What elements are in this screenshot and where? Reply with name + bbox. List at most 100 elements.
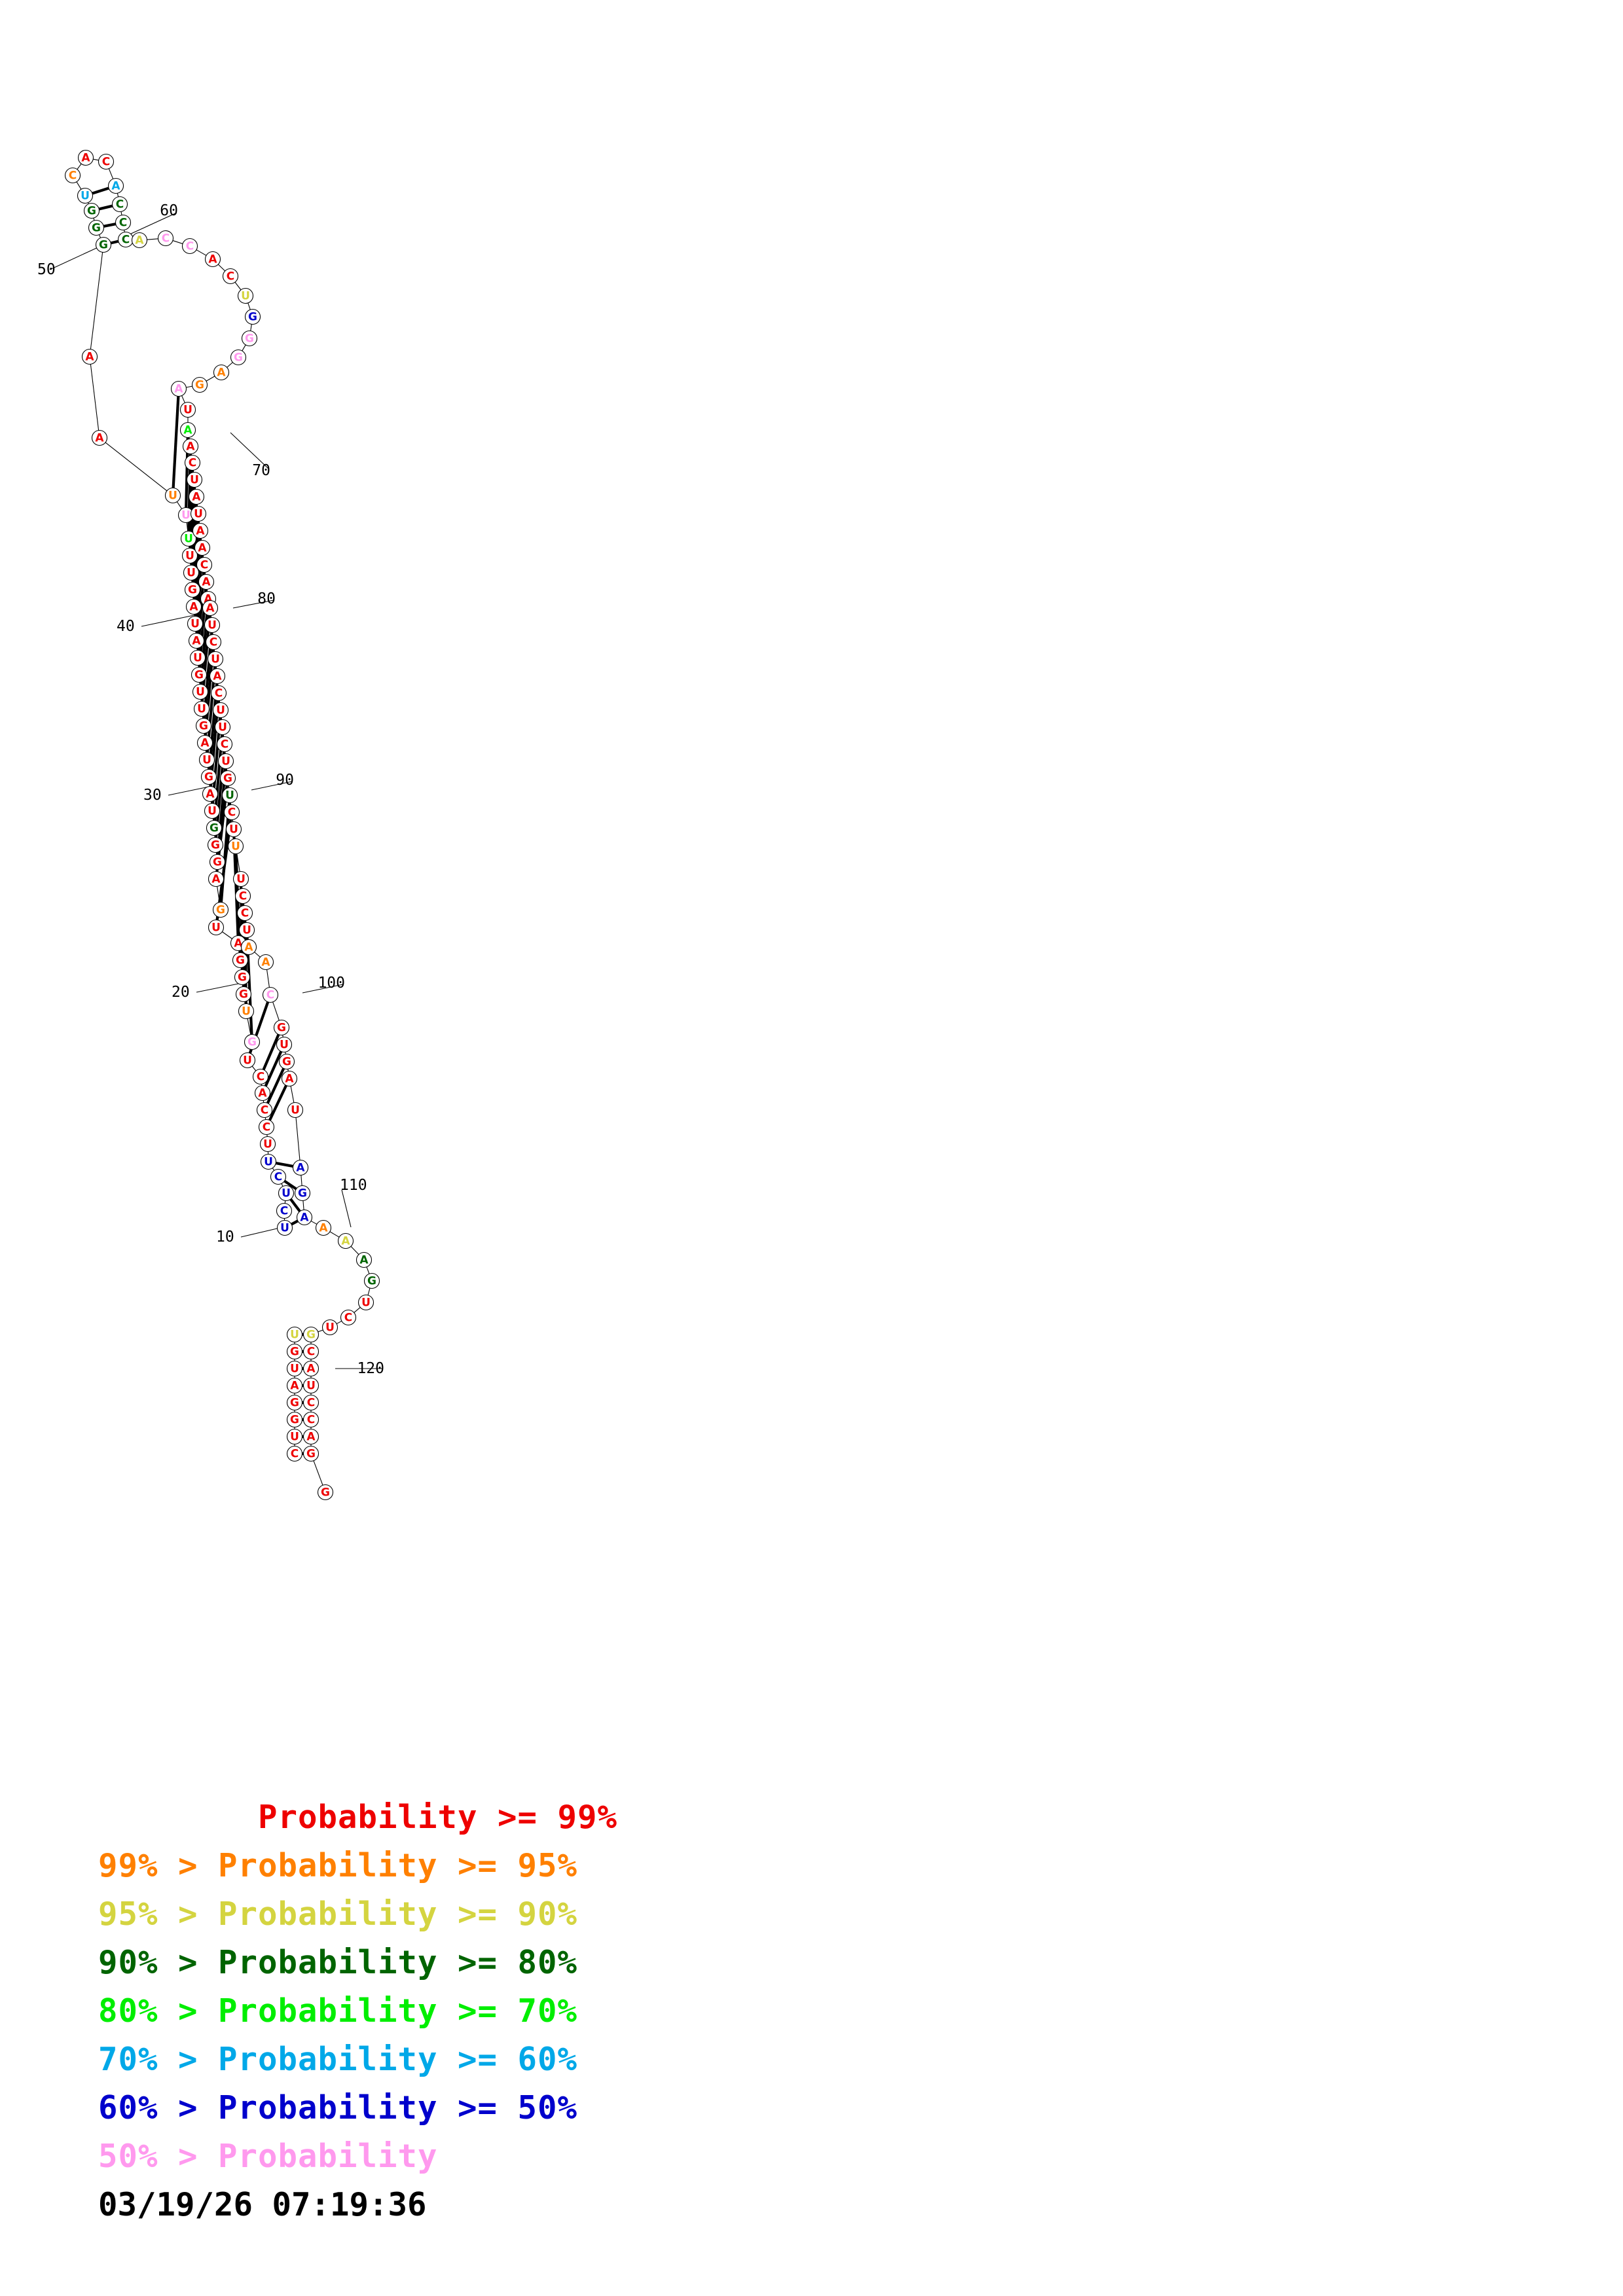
nucleotide-circle[interactable]	[91, 429, 108, 446]
nucleotide-circle[interactable]	[252, 1068, 269, 1085]
nucleotide-circle[interactable]	[207, 836, 224, 853]
nucleotide-circle[interactable]	[217, 753, 234, 770]
nucleotide-circle[interactable]	[179, 401, 196, 418]
nucleotide-circle[interactable]	[234, 969, 251, 986]
nucleotide-circle[interactable]	[77, 187, 94, 204]
nucleotide-circle[interactable]	[157, 230, 174, 247]
nucleotide-circle[interactable]	[302, 1343, 319, 1360]
nucleotide-circle[interactable]	[286, 1445, 303, 1462]
nucleotide-circle[interactable]	[302, 1394, 319, 1411]
nucleotide-circle[interactable]	[170, 380, 187, 397]
nucleotide-circle[interactable]	[286, 1394, 303, 1411]
nucleotide-circle[interactable]	[302, 1377, 319, 1394]
nucleotide-circle[interactable]	[206, 819, 223, 836]
nucleotide-circle[interactable]	[131, 232, 148, 249]
nucleotide-circle[interactable]	[216, 736, 233, 753]
nucleotide-circle[interactable]	[357, 1294, 374, 1311]
nucleotide-circle[interactable]	[281, 1070, 298, 1087]
nucleotide-circle[interactable]	[235, 986, 252, 1003]
nucleotide-circle[interactable]	[193, 700, 210, 717]
nucleotide-circle[interactable]	[321, 1319, 338, 1336]
nucleotide-circle[interactable]	[212, 901, 229, 918]
nucleotide-circle[interactable]	[276, 1036, 293, 1053]
nucleotide-circle[interactable]	[184, 454, 201, 471]
nucleotide-circle[interactable]	[286, 1377, 303, 1394]
nucleotide-circle[interactable]	[356, 1251, 373, 1268]
nucleotide-circle[interactable]	[181, 238, 198, 255]
nucleotide-circle[interactable]	[287, 1102, 304, 1119]
nucleotide-circle[interactable]	[198, 751, 215, 768]
nucleotide-circle[interactable]	[238, 922, 255, 939]
nucleotide-circle[interactable]	[223, 804, 240, 821]
nucleotide-circle[interactable]	[278, 1053, 295, 1070]
nucleotide-circle[interactable]	[286, 1411, 303, 1428]
nucleotide-circle[interactable]	[273, 1019, 290, 1036]
nucleotide-circle[interactable]	[254, 1085, 271, 1102]
nucleotide-circle[interactable]	[227, 838, 244, 855]
nucleotide-circle[interactable]	[240, 939, 257, 956]
nucleotide-circle[interactable]	[260, 1153, 277, 1170]
nucleotide-circle[interactable]	[363, 1272, 380, 1289]
nucleotide-circle[interactable]	[214, 719, 231, 736]
nucleotide-circle[interactable]	[209, 853, 226, 870]
nucleotide-circle[interactable]	[207, 651, 224, 668]
nucleotide-circle[interactable]	[115, 214, 132, 231]
nucleotide-circle[interactable]	[204, 251, 221, 268]
nucleotide-circle[interactable]	[196, 556, 213, 573]
nucleotide-circle[interactable]	[83, 202, 100, 219]
nucleotide-circle[interactable]	[232, 952, 249, 969]
nucleotide-circle[interactable]	[232, 870, 249, 888]
nucleotide-circle[interactable]	[276, 1202, 293, 1219]
nucleotide-circle[interactable]	[198, 573, 215, 590]
nucleotide-circle[interactable]	[237, 287, 254, 304]
nucleotide-circle[interactable]	[257, 954, 274, 971]
nucleotide-circle[interactable]	[191, 376, 208, 393]
nucleotide-circle[interactable]	[95, 236, 112, 253]
nucleotide-circle[interactable]	[98, 153, 115, 170]
nucleotide-circle[interactable]	[315, 1219, 332, 1236]
nucleotide-circle[interactable]	[186, 471, 203, 488]
nucleotide-circle[interactable]	[192, 683, 209, 700]
nucleotide-circle[interactable]	[205, 634, 222, 651]
nucleotide-circle[interactable]	[234, 888, 251, 905]
nucleotide-circle[interactable]	[88, 219, 105, 236]
nucleotide-circle[interactable]	[185, 598, 202, 615]
nucleotide-circle[interactable]	[107, 177, 124, 194]
nucleotide-circle[interactable]	[200, 768, 217, 785]
nucleotide-circle[interactable]	[187, 615, 204, 632]
nucleotide-circle[interactable]	[302, 1411, 319, 1428]
nucleotide-circle[interactable]	[292, 1159, 309, 1176]
nucleotide-circle[interactable]	[278, 1185, 295, 1202]
nucleotide-circle[interactable]	[256, 1102, 273, 1119]
nucleotide-circle[interactable]	[209, 668, 226, 685]
nucleotide-circle[interactable]	[202, 600, 219, 617]
nucleotide-circle[interactable]	[182, 438, 199, 455]
nucleotide-circle[interactable]	[204, 617, 221, 634]
nucleotide-circle[interactable]	[302, 1445, 319, 1462]
nucleotide-circle[interactable]	[64, 167, 81, 184]
nucleotide-circle[interactable]	[302, 1428, 319, 1445]
nucleotide-circle[interactable]	[236, 905, 253, 922]
nucleotide-circle[interactable]	[286, 1326, 303, 1343]
nucleotide-circle[interactable]	[317, 1484, 334, 1501]
nucleotide-circle[interactable]	[192, 522, 209, 539]
nucleotide-circle[interactable]	[302, 1326, 319, 1343]
nucleotide-circle[interactable]	[238, 1003, 255, 1020]
nucleotide-circle[interactable]	[212, 702, 229, 719]
nucleotide-circle[interactable]	[179, 422, 196, 439]
nucleotide-circle[interactable]	[225, 821, 242, 838]
nucleotide-circle[interactable]	[296, 1209, 313, 1226]
nucleotide-circle[interactable]	[340, 1309, 357, 1326]
nucleotide-circle[interactable]	[276, 1219, 293, 1236]
nucleotide-circle[interactable]	[188, 488, 205, 505]
nucleotide-circle[interactable]	[195, 717, 212, 734]
nucleotide-circle[interactable]	[189, 649, 206, 666]
nucleotide-circle[interactable]	[191, 666, 208, 683]
nucleotide-circle[interactable]	[294, 1185, 311, 1202]
nucleotide-circle[interactable]	[241, 330, 258, 347]
nucleotide-circle[interactable]	[77, 149, 94, 166]
nucleotide-circle[interactable]	[208, 919, 225, 936]
nucleotide-circle[interactable]	[286, 1428, 303, 1445]
nucleotide-circle[interactable]	[262, 986, 279, 1003]
nucleotide-circle[interactable]	[183, 564, 200, 581]
